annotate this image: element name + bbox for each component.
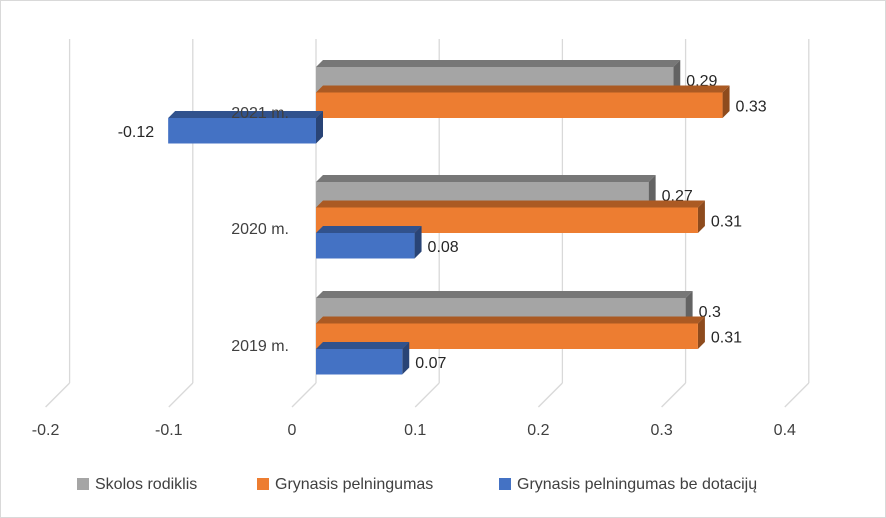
bar-side-face [648, 175, 656, 208]
x-tick-label: 0.4 [774, 422, 796, 439]
x-tick-label: 0.2 [527, 422, 549, 439]
data-label: 0.31 [711, 213, 742, 230]
bar-side-face [722, 85, 730, 118]
legend-label: Grynasis pelningumas [275, 476, 433, 493]
bar-top-face [316, 200, 705, 208]
bar-side-face [673, 60, 681, 93]
bar-top-face [316, 85, 730, 93]
gridline-floor [661, 382, 687, 408]
x-tick-label: 0.3 [650, 422, 672, 439]
legend-swatch [257, 478, 269, 490]
bar-front-face [316, 349, 403, 375]
bar-top-face [316, 342, 410, 349]
category-label: 2019 m. [231, 338, 289, 355]
bar-top-face [316, 291, 693, 298]
legend-label: Grynasis pelningumas be dotacijų [517, 476, 757, 493]
bar-side-face [685, 291, 693, 324]
category-label: 2021 m. [231, 105, 289, 122]
bar-top-face [316, 226, 422, 233]
gridline-floor [45, 382, 71, 408]
bar-side-face [414, 226, 422, 259]
bar-side-face [697, 316, 705, 349]
bar-top-face [168, 111, 323, 118]
gridline-floor [291, 382, 317, 408]
bar [168, 111, 323, 144]
bar-front-face [316, 92, 723, 118]
data-label: 0.07 [415, 355, 446, 372]
bar-front-face [316, 233, 415, 259]
data-label: -0.12 [118, 124, 155, 141]
bar [316, 226, 422, 259]
bar-side-face [402, 342, 410, 375]
x-tick-label: 0.1 [404, 422, 426, 439]
bar-top-face [316, 175, 656, 182]
legend: Skolos rodiklis Grynasis pelningumas Gryna… [77, 476, 757, 493]
bar-side-face [316, 111, 323, 144]
legend-swatch [77, 478, 89, 490]
category-label: 2020 m. [231, 221, 289, 238]
gridline-floor [168, 382, 194, 408]
gridline-floor [537, 382, 563, 408]
legend-swatch [499, 478, 511, 490]
x-tick-label: -0.2 [32, 422, 60, 439]
bar-front-face [168, 118, 316, 144]
data-label: 0.08 [428, 239, 459, 256]
legend-label: Skolos rodiklis [95, 476, 197, 493]
data-label: 0.33 [736, 98, 767, 115]
gridline-floor [784, 382, 810, 408]
data-label: 0.31 [711, 329, 742, 346]
bar-top-face [316, 60, 681, 67]
x-tick-label: -0.1 [155, 422, 183, 439]
x-tick-label: 0 [288, 422, 297, 439]
bar [316, 342, 410, 375]
gridline-floor [414, 382, 440, 408]
bar [316, 85, 730, 118]
bar-side-face [697, 200, 705, 233]
bar-top-face [316, 316, 705, 324]
